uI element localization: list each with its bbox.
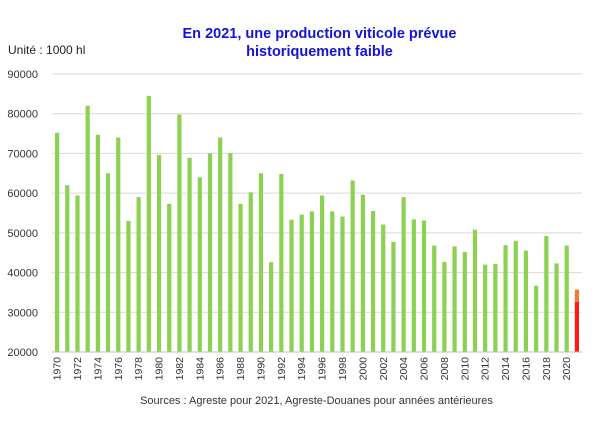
x-tick-label: 2016 bbox=[520, 357, 532, 381]
bar-2021 bbox=[574, 301, 580, 352]
y-tick-label: 20000 bbox=[7, 347, 38, 359]
bar-1989 bbox=[248, 192, 253, 352]
unit-label: Unité : 1000 hl bbox=[8, 43, 86, 57]
source-note: Sources : Agreste pour 2021, Agreste-Dou… bbox=[140, 395, 493, 407]
x-tick-label: 2018 bbox=[541, 357, 553, 381]
bar-1984 bbox=[197, 177, 202, 352]
y-tick-label: 30000 bbox=[7, 307, 38, 319]
x-axis: 1970 1972 1974 1976 1978 1980 1982 1984 1986 1988… bbox=[52, 357, 574, 381]
bar-1978 bbox=[136, 197, 141, 352]
bar-1981 bbox=[167, 203, 172, 352]
x-tick-label: 1996 bbox=[317, 357, 329, 381]
bar-1980 bbox=[156, 155, 162, 352]
bar-2002 bbox=[381, 224, 386, 352]
x-tick-label: 1970 bbox=[52, 357, 64, 381]
x-tick-label: 2010 bbox=[459, 357, 471, 381]
y-tick-label: 40000 bbox=[7, 268, 38, 280]
x-tick-label: 1984 bbox=[194, 357, 206, 381]
bar-1977 bbox=[126, 220, 131, 352]
bar-1973 bbox=[85, 105, 90, 353]
bar-2004 bbox=[401, 197, 406, 352]
bar-2016 bbox=[523, 250, 529, 352]
bar-estimate-range-2021 bbox=[574, 289, 580, 302]
bar-2000 bbox=[360, 194, 365, 352]
y-tick-label: 70000 bbox=[7, 148, 38, 160]
x-tick-label: 2000 bbox=[357, 357, 369, 381]
x-tick-label: 1972 bbox=[72, 357, 84, 381]
bar-1992 bbox=[279, 174, 284, 352]
bar-1995 bbox=[309, 211, 315, 352]
grid-lines bbox=[52, 73, 582, 353]
bar-1996 bbox=[319, 195, 325, 352]
bar-2006 bbox=[421, 220, 427, 352]
bar-1986 bbox=[218, 137, 223, 352]
bar-1990 bbox=[258, 173, 264, 352]
bar-2020 bbox=[564, 245, 569, 352]
y-tick-label: 80000 bbox=[7, 109, 38, 121]
bar-2008 bbox=[442, 261, 447, 352]
bar-1976 bbox=[116, 137, 121, 352]
x-tick-label: 2012 bbox=[480, 357, 492, 381]
bar-1987 bbox=[228, 153, 233, 352]
x-tick-label: 1980 bbox=[154, 357, 166, 381]
bar-2007 bbox=[432, 245, 437, 352]
bars bbox=[54, 95, 580, 353]
bar-1971 bbox=[65, 185, 70, 352]
x-tick-label: 1974 bbox=[92, 357, 104, 381]
bar-1985 bbox=[207, 153, 213, 352]
y-tick-label: 90000 bbox=[7, 69, 38, 81]
x-tick-label: 1986 bbox=[215, 357, 227, 381]
x-tick-label: 2008 bbox=[439, 357, 451, 381]
bar-2018 bbox=[544, 236, 549, 352]
bar-1982 bbox=[177, 114, 182, 352]
bar-2017 bbox=[534, 285, 539, 352]
bar-2015 bbox=[513, 240, 518, 352]
bar-2012 bbox=[483, 264, 488, 352]
y-tick-label: 50000 bbox=[7, 228, 38, 240]
bar-2005 bbox=[411, 219, 416, 352]
bar-1972 bbox=[75, 195, 80, 352]
bar-2003 bbox=[391, 241, 396, 352]
bar-1983 bbox=[187, 157, 192, 352]
bar-1997 bbox=[330, 211, 335, 352]
y-axis: 20000 30000 40000 50000 60000 70000 80000 90000 bbox=[7, 69, 582, 359]
bar-1999 bbox=[350, 180, 355, 352]
bar-1988 bbox=[238, 203, 243, 352]
bar-1970 bbox=[54, 132, 60, 352]
bar-2013 bbox=[493, 263, 498, 352]
x-tick-label: 2002 bbox=[378, 357, 390, 381]
bar-1991 bbox=[269, 262, 274, 352]
bar-1975 bbox=[105, 173, 111, 352]
x-tick-label: 1990 bbox=[255, 357, 267, 381]
x-tick-label: 1992 bbox=[276, 357, 288, 381]
bar-2009 bbox=[452, 246, 457, 352]
bar-1974 bbox=[95, 134, 100, 352]
bar-2001 bbox=[370, 211, 376, 352]
bar-2014 bbox=[503, 245, 508, 352]
bar-1998 bbox=[340, 216, 345, 352]
bar-1993 bbox=[289, 219, 294, 352]
bar-2010 bbox=[462, 251, 467, 352]
x-tick-label: 2020 bbox=[561, 357, 573, 381]
chart-subtitle: historiquement faible bbox=[246, 44, 393, 60]
bar-2019 bbox=[554, 263, 559, 352]
chart-title: En 2021, une production viticole prévue bbox=[182, 26, 457, 42]
x-tick-label: 1978 bbox=[133, 357, 145, 381]
x-tick-label: 1994 bbox=[296, 357, 308, 381]
x-tick-label: 2004 bbox=[398, 357, 410, 381]
x-tick-label: 1982 bbox=[174, 357, 186, 381]
x-tick-label: 1976 bbox=[113, 357, 125, 381]
x-tick-label: 2014 bbox=[500, 357, 512, 381]
x-tick-label: 2006 bbox=[419, 357, 431, 381]
x-tick-label: 1998 bbox=[337, 357, 349, 381]
y-tick-label: 60000 bbox=[7, 188, 38, 200]
x-tick-label: 1988 bbox=[235, 357, 247, 381]
bar-1994 bbox=[299, 214, 304, 352]
bar-1979 bbox=[146, 95, 151, 352]
bar-2011 bbox=[472, 229, 478, 352]
